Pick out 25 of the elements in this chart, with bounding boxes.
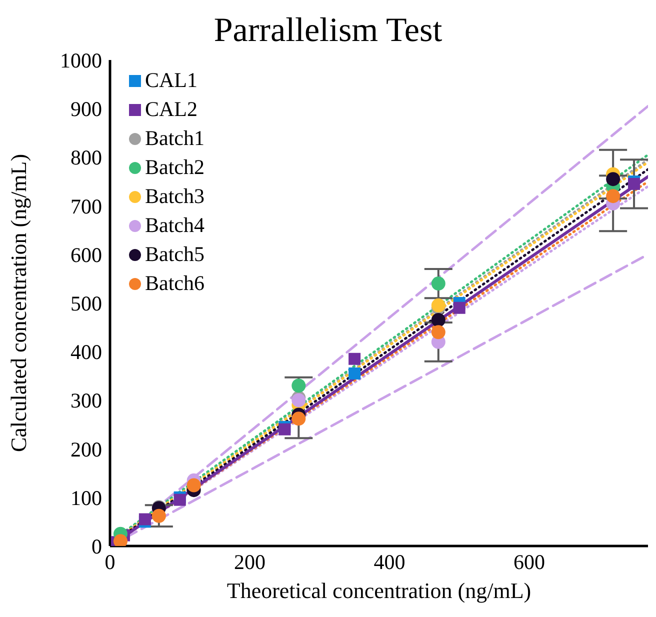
y-tick-label: 0: [92, 534, 102, 558]
legend-label: Batch3: [145, 183, 204, 210]
y-tick-label: 1000: [60, 48, 102, 72]
y-tick-label: 900: [70, 97, 102, 122]
y-axis-title: Calculated concentration (ng/mL): [6, 154, 31, 452]
x-tick-label: 600: [513, 550, 545, 574]
x-axis-title: Theoretical concentration (ng/mL): [226, 578, 532, 603]
x-tick-label: 400: [374, 550, 406, 574]
y-tick-label: 400: [70, 340, 102, 364]
legend-label: Batch6: [145, 270, 204, 297]
legend-label: Batch1: [145, 125, 204, 152]
legend-label: Batch5: [145, 241, 204, 268]
chart-title: Parrallelism Test: [212, 12, 444, 50]
legend-label: CAL1: [145, 67, 198, 94]
legend-label: CAL2: [145, 96, 198, 123]
legend-label: Batch2: [145, 154, 204, 181]
y-tick-label: 200: [70, 437, 102, 462]
y-tick-label: 800: [70, 146, 102, 170]
y-tick-label: 700: [70, 194, 102, 218]
y-tick-label: 500: [70, 291, 102, 316]
y-tick-label: 300: [70, 388, 102, 413]
y-tick-label: 100: [70, 486, 102, 510]
x-tick-label: 200: [234, 550, 266, 574]
y-tick-label: 600: [70, 242, 102, 267]
legend-label: Batch4: [145, 212, 204, 239]
